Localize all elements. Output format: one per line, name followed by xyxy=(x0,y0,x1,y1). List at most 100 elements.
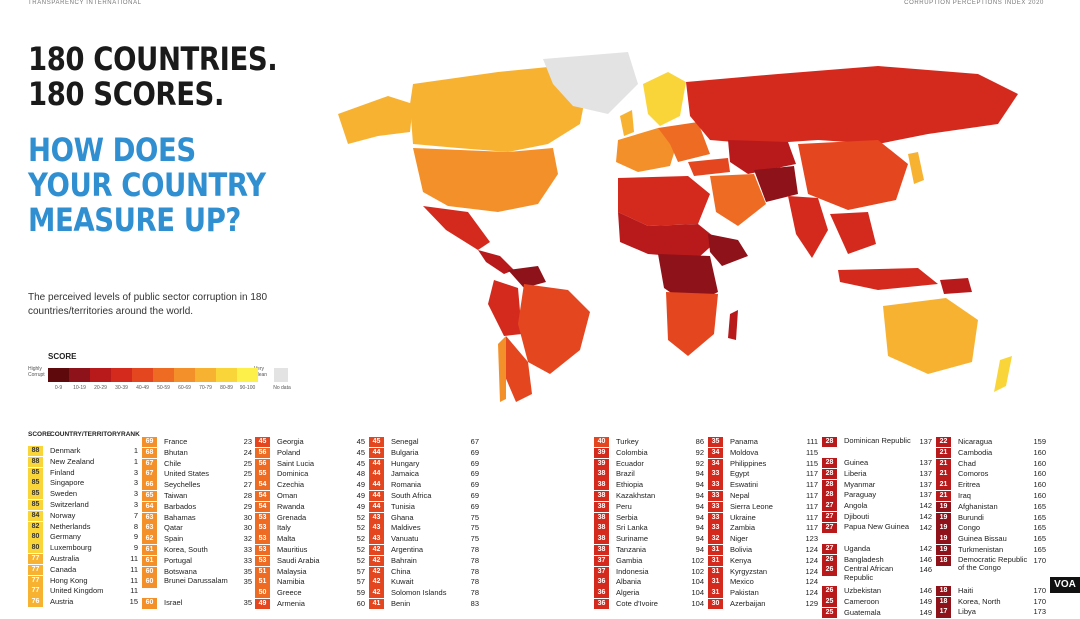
score-badge: 61 xyxy=(142,555,157,566)
country-rank: 94 xyxy=(695,523,704,533)
country-rank: 3 xyxy=(133,467,138,477)
country-rank: 52 xyxy=(356,555,365,565)
country-row: 38 Suriname 94 xyxy=(594,534,794,545)
map-sahel xyxy=(618,212,718,258)
legend-swatch-label: 10-19 xyxy=(73,385,86,391)
country-row: 61 Korea, South 33 xyxy=(142,544,342,556)
score-badge: 85 xyxy=(28,478,43,489)
country-rank: 78 xyxy=(470,555,479,565)
country-name: Sri Lanka xyxy=(616,523,648,533)
country-row: 44 Hungary 69 xyxy=(369,458,569,470)
score-badge: 31 xyxy=(708,577,723,588)
country-rank: 94 xyxy=(695,490,704,500)
country-name: Grenada xyxy=(277,512,307,522)
country-rank: 165 xyxy=(1033,544,1046,554)
country-name: Indonesia xyxy=(616,566,649,576)
score-badge: 21 xyxy=(936,458,951,469)
country-name: Guinea xyxy=(844,458,869,467)
country-rank: 52 xyxy=(356,534,365,544)
legend-title: SCORE xyxy=(48,352,77,361)
country-name: Kuwait xyxy=(391,577,414,587)
country-name: Poland xyxy=(277,447,301,457)
score-column: 69 France 23 68 Bhutan 24 67 Chile 25 67 United St… xyxy=(142,437,342,609)
country-name: Barbados xyxy=(164,501,197,511)
country-rank: 49 xyxy=(356,490,365,500)
question-line-2: YOUR COUNTRY xyxy=(28,166,266,204)
country-name: Peru xyxy=(616,501,632,511)
legend-swatch xyxy=(48,368,69,382)
score-badge: 33 xyxy=(708,480,723,491)
score-badge: 54 xyxy=(255,501,270,512)
score-badge: 38 xyxy=(594,523,609,534)
score-badge: 65 xyxy=(142,490,157,502)
country-rank: 11 xyxy=(130,586,138,596)
country-name: Canada xyxy=(50,564,77,574)
country-rank: 170 xyxy=(1033,555,1046,565)
score-badge: 85 xyxy=(28,499,43,511)
score-badge: 39 xyxy=(594,447,609,458)
country-name: Oman xyxy=(277,490,298,500)
map-canada xyxy=(410,66,588,152)
country-name: Bangladesh xyxy=(844,554,884,564)
score-badge: 53 xyxy=(255,512,270,523)
country-rank: 86 xyxy=(695,437,704,446)
country-rank: 30 xyxy=(243,523,252,533)
country-row: 31 Pakistan 124 xyxy=(708,588,908,599)
country-name: Finland xyxy=(50,467,75,477)
country-name: Myanmar xyxy=(844,479,876,489)
score-badge: 28 xyxy=(822,490,837,501)
score-badge: 28 xyxy=(822,479,837,490)
score-badge: 38 xyxy=(594,469,609,480)
legend-swatch-label: 40-49 xyxy=(136,385,149,391)
score-column: 45 Senegal 67 44 Bulgaria 69 44 Hungary 69 44 Jama… xyxy=(369,437,569,610)
score-badge: 76 xyxy=(28,597,43,608)
score-column: 35 Panama 111 34 Moldova 115 34 Philippines 115 3… xyxy=(708,437,908,610)
country-rank: 48 xyxy=(356,469,365,479)
score-badge: 35 xyxy=(708,437,723,448)
country-row: 88 Denmark 1 xyxy=(28,446,228,457)
score-badge: 44 xyxy=(369,480,384,491)
country-name: Comoros xyxy=(958,469,989,479)
country-row: 64 Barbados 29 xyxy=(142,501,342,513)
country-name: Niger xyxy=(730,534,748,544)
country-row: 56 Poland 45 xyxy=(255,447,455,459)
country-name: Korea, South xyxy=(164,544,208,554)
country-rank: 30 xyxy=(243,512,252,522)
score-badge: 26 xyxy=(822,586,837,597)
country-name: Suriname xyxy=(616,534,649,544)
country-name: Austria xyxy=(50,597,74,607)
country-name: Iraq xyxy=(958,490,971,500)
country-row: 38 Peru 94 xyxy=(594,501,794,513)
country-row: 45 Georgia 45 xyxy=(255,437,455,448)
country-name: Ukraine xyxy=(730,512,756,522)
country-rank: 23 xyxy=(243,437,252,446)
map-madagascar xyxy=(728,310,738,340)
country-row: 67 United States 25 xyxy=(142,469,342,480)
country-row: 36 Algeria 104 xyxy=(594,588,794,599)
country-rank: 159 xyxy=(1033,437,1046,446)
country-row: 27 Papua New Guinea 142 xyxy=(822,522,1022,544)
map-turkey xyxy=(688,158,730,176)
map-uk xyxy=(620,110,634,136)
score-badge: 50 xyxy=(255,588,270,599)
score-badge: 19 xyxy=(936,512,951,523)
country-rank: 75 xyxy=(470,534,479,544)
map-alaska xyxy=(338,96,413,144)
country-name: Turkmenistan xyxy=(958,544,1004,554)
country-rank: 149 xyxy=(919,607,932,617)
country-name: France xyxy=(164,437,188,446)
country-rank: 111 xyxy=(806,437,818,446)
intro-text: The perceived levels of public sector co… xyxy=(28,292,268,317)
country-row: 33 Eswatini 117 xyxy=(708,480,908,491)
country-row: 26 Bangladesh 146 xyxy=(822,554,1022,566)
legend-swatch-label: 70-79 xyxy=(199,385,212,391)
score-badge: 21 xyxy=(936,480,951,491)
country-rank: 78 xyxy=(470,544,479,554)
country-name: Kyrgyzstan xyxy=(730,566,768,576)
country-name: Vanuatu xyxy=(391,534,419,544)
score-badge: 28 xyxy=(822,458,837,469)
legend-swatch-label: 90-100 xyxy=(239,385,256,391)
country-row: 28 Guinea 137 xyxy=(822,458,1022,469)
score-badge: 37 xyxy=(594,555,609,566)
map-japan-korea xyxy=(908,152,924,184)
